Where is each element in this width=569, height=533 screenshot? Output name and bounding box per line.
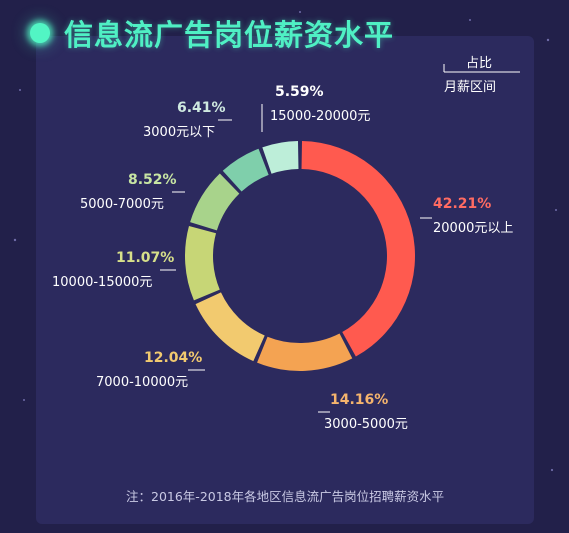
slice-range-label: 20000元以上 <box>433 221 513 236</box>
header: 信息流广告岗位薪资水平 <box>30 10 394 56</box>
legend: 占比 月薪区间 <box>440 52 524 98</box>
slice-percent-label: 42.21% <box>433 196 491 212</box>
donut-slice <box>222 148 269 192</box>
legend-divider <box>443 64 520 73</box>
donut-slice <box>195 292 265 362</box>
donut-slice <box>190 173 240 231</box>
slice-range-label: 10000-15000元 <box>52 275 152 290</box>
slice-range-label: 7000-10000元 <box>96 375 188 390</box>
footnote: 注：2016年-2018年各地区信息流广告岗位招聘薪资水平 <box>126 489 445 504</box>
slice-percent-label: 8.52% <box>128 172 177 188</box>
donut-slice <box>301 141 416 357</box>
slice-percent-label: 14.16% <box>330 392 388 408</box>
slice-percent-label: 6.41% <box>177 100 226 116</box>
glowing-dot-icon <box>30 23 50 43</box>
donut-slice <box>262 141 299 174</box>
donut-slice <box>185 225 220 301</box>
slice-range-label: 5000-7000元 <box>80 197 164 212</box>
slice-percent-label: 12.04% <box>144 350 202 366</box>
slice-range-label: 15000-20000元 <box>270 109 370 124</box>
slice-range-label: 3000元以下 <box>143 125 215 140</box>
page-title: 信息流广告岗位薪资水平 <box>64 18 395 52</box>
slice-range-label: 3000-5000元 <box>324 417 408 432</box>
slice-percent-label: 11.07% <box>116 250 174 266</box>
legend-ratio-label: 占比 <box>466 56 493 71</box>
donut-slice <box>257 333 353 372</box>
legend-range-label: 月薪区间 <box>444 80 497 95</box>
chart-panel <box>36 36 534 524</box>
slice-percent-label: 5.59% <box>275 84 324 100</box>
